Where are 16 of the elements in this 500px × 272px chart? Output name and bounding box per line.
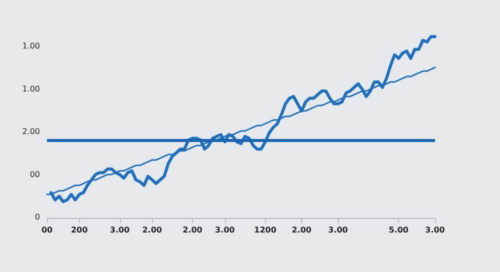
- x-tick-label: 3.00: [328, 226, 348, 234]
- text: 0: [34, 212, 40, 222]
- x-tick-label: 3.00: [425, 226, 446, 234]
- x-tick-label: 00: [41, 226, 53, 234]
- x-tick-label: 2.00: [182, 226, 203, 234]
- text: 00: [30, 170, 40, 179]
- x-tick-label: 200: [70, 226, 88, 234]
- x-tick-label: 3.00: [214, 226, 236, 234]
- x-tick-label: 2.00: [142, 226, 162, 234]
- text: 2.00: [22, 127, 40, 136]
- text: 1.00: [22, 84, 40, 94]
- x-tick-label: 1200: [254, 226, 277, 234]
- text: 1.00: [22, 42, 40, 50]
- x-tick-label: 3.00: [110, 226, 130, 234]
- x-tick-label: 5.00: [388, 226, 409, 234]
- x-tick-label: 2.00: [292, 226, 312, 234]
